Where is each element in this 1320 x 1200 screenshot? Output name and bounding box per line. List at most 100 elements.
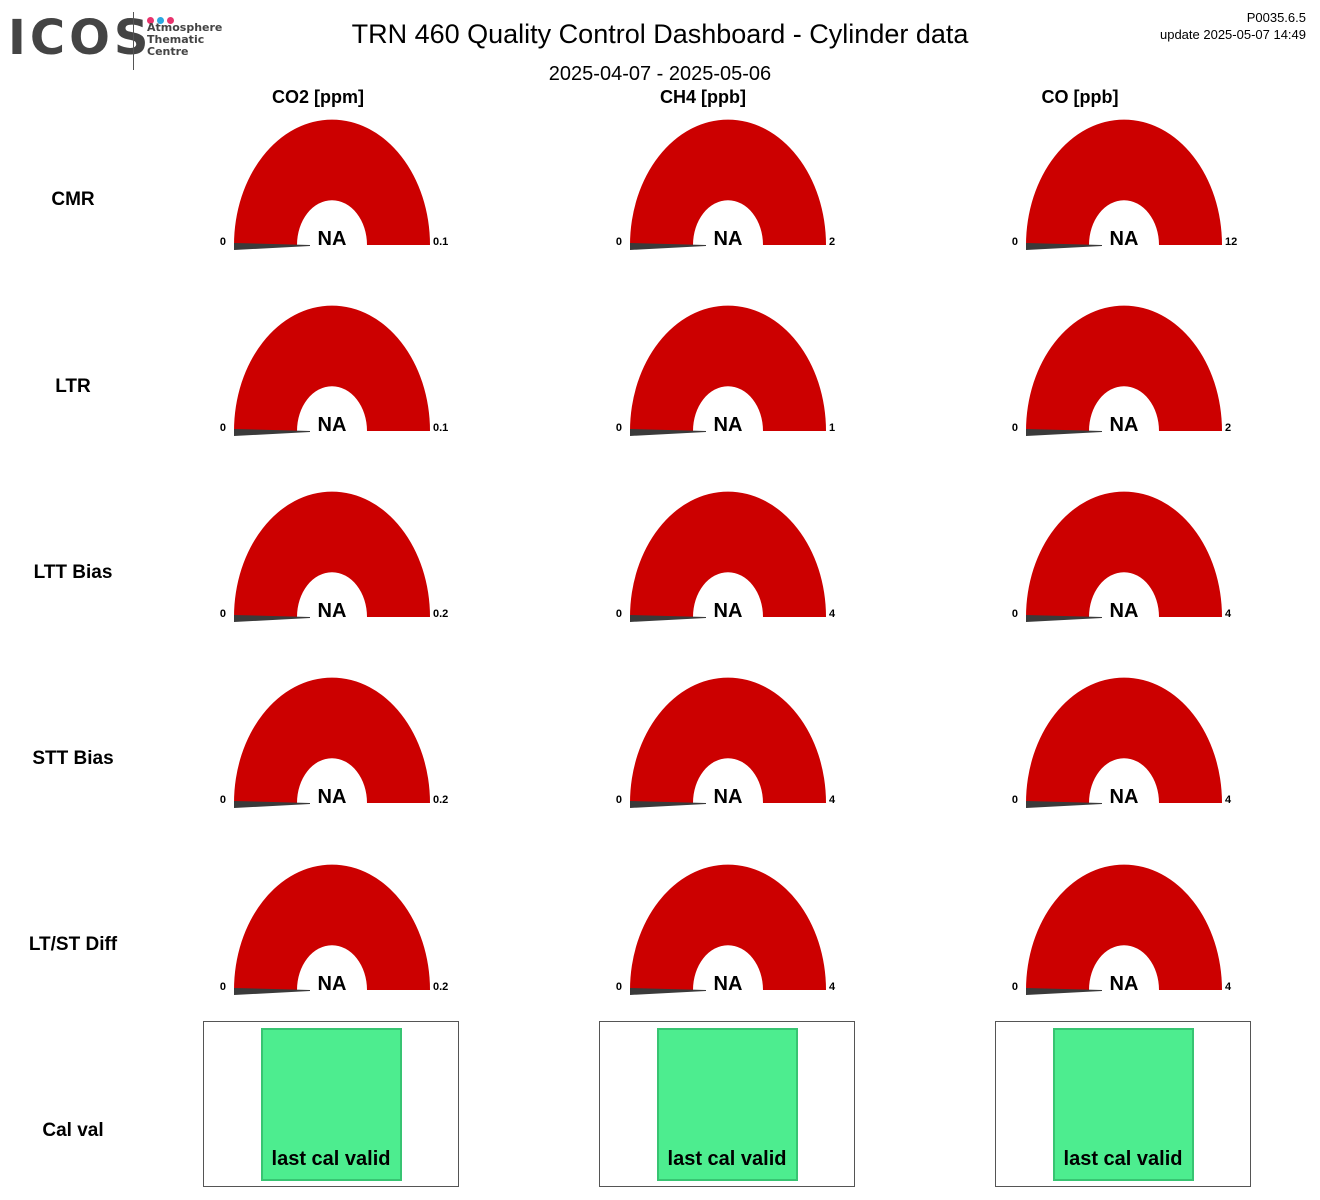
- gauge-max-label: 4: [829, 608, 836, 620]
- gauge-band: [234, 491, 430, 617]
- gauge-max-label: 1: [829, 422, 835, 434]
- gauge-min-label: 0: [220, 981, 226, 993]
- cal-status-box: [657, 1028, 798, 1181]
- gauge-min-label: 0: [1012, 794, 1018, 806]
- gauge-band: [234, 677, 430, 803]
- gauge-band: [234, 305, 430, 431]
- gauge-min-label: 0: [616, 981, 622, 993]
- gauge-min-label: 0: [1012, 608, 1018, 620]
- logo-dot-1: [147, 17, 154, 24]
- gauge-min-label: 0: [1012, 422, 1018, 434]
- gauge-band: [630, 119, 826, 245]
- gauge-band: [630, 305, 826, 431]
- gauge-value-label: NA: [1110, 973, 1139, 995]
- gauge-needle: [1026, 801, 1102, 808]
- logo-sub-line: Centre: [147, 45, 189, 58]
- logo-dot-3: [167, 17, 174, 24]
- logo-dots: [147, 11, 177, 24]
- gauge-1-0: 0 0.1 NA: [212, 303, 452, 443]
- gauge-0-0: 0 0.1 NA: [212, 117, 452, 257]
- logo-sub-line: Atmosphere: [147, 21, 223, 34]
- gauge-min-label: 0: [616, 422, 622, 434]
- logo-wordmark: ICOS: [8, 10, 153, 66]
- gauge-band: [1026, 864, 1222, 990]
- column-header-co2: CO2 [ppm]: [272, 87, 364, 107]
- logo-subtitle: Atmosphere Thematic Centre: [147, 22, 222, 58]
- cal-panel-co2: last cal valid: [203, 1021, 459, 1187]
- gauge-needle: [234, 429, 310, 436]
- gauge-max-label: 0.2: [433, 794, 448, 806]
- gauge-max-label: 0.1: [433, 422, 448, 434]
- gauge-max-label: 4: [1225, 981, 1232, 993]
- gauge-min-label: 0: [220, 794, 226, 806]
- gauge-needle: [630, 429, 706, 436]
- cal-panel-co: last cal valid: [995, 1021, 1251, 1187]
- row-label-cmr: CMR: [51, 189, 95, 210]
- gauge-min-label: 0: [616, 608, 622, 620]
- gauge-band: [1026, 119, 1222, 245]
- gauge-value-label: NA: [714, 414, 743, 436]
- gauge-band: [234, 119, 430, 245]
- cal-panel-ch4: last cal valid: [599, 1021, 855, 1187]
- gauge-max-label: 2: [1225, 422, 1231, 434]
- gauge-0-2: 0 12 NA: [1004, 117, 1244, 257]
- gauge-value-label: NA: [318, 414, 347, 436]
- gauge-needle: [234, 243, 310, 250]
- gauge-band: [1026, 305, 1222, 431]
- gauge-needle: [1026, 988, 1102, 995]
- gauge-max-label: 12: [1225, 236, 1237, 248]
- gauge-needle: [234, 801, 310, 808]
- row-label-stt-bias: STT Bias: [32, 748, 114, 769]
- gauge-3-1: 0 4 NA: [608, 675, 848, 815]
- gauge-min-label: 0: [616, 236, 622, 248]
- gauge-value-label: NA: [318, 973, 347, 995]
- gauge-max-label: 4: [829, 794, 836, 806]
- gauge-band: [630, 491, 826, 617]
- gauge-needle: [234, 988, 310, 995]
- gauge-value-label: NA: [318, 786, 347, 808]
- gauge-0-1: 0 2 NA: [608, 117, 848, 257]
- logo-dot-2: [157, 17, 164, 24]
- gauge-max-label: 2: [829, 236, 835, 248]
- gauge-needle: [1026, 429, 1102, 436]
- date-range: 2025-04-07 - 2025-05-06: [548, 63, 772, 85]
- page-title: TRN 460 Quality Control Dashboard - Cyli…: [351, 19, 969, 49]
- gauge-value-label: NA: [318, 228, 347, 250]
- gauge-needle: [1026, 243, 1102, 250]
- gauge-needle: [630, 801, 706, 808]
- gauge-band: [234, 864, 430, 990]
- logo-sub-line: Thematic: [147, 33, 205, 46]
- update-timestamp: update 2025-05-07 14:49: [1159, 27, 1306, 42]
- gauge-needle: [234, 615, 310, 622]
- row-label-lt-st-diff: LT/ST Diff: [28, 934, 118, 955]
- gauge-max-label: 0.2: [433, 981, 448, 993]
- gauge-2-0: 0 0.2 NA: [212, 489, 452, 629]
- gauge-min-label: 0: [220, 608, 226, 620]
- version-label: P0035.6.5: [1246, 10, 1306, 25]
- column-header-co: CO [ppb]: [1041, 87, 1119, 107]
- cal-status-label: last cal valid: [1063, 1148, 1183, 1170]
- gauge-max-label: 0.1: [433, 236, 448, 248]
- gauge-value-label: NA: [1110, 228, 1139, 250]
- gauge-band: [630, 677, 826, 803]
- gauge-min-label: 0: [1012, 236, 1018, 248]
- gauge-min-label: 0: [616, 794, 622, 806]
- gauge-value-label: NA: [1110, 414, 1139, 436]
- cal-status-box: [1053, 1028, 1194, 1181]
- gauge-needle: [630, 243, 706, 250]
- logo-divider: [133, 12, 134, 70]
- column-header-ch4: CH4 [ppb]: [660, 87, 746, 107]
- gauge-needle: [1026, 615, 1102, 622]
- gauge-4-0: 0 0.2 NA: [212, 862, 452, 1002]
- gauge-3-0: 0 0.2 NA: [212, 675, 452, 815]
- gauge-band: [630, 864, 826, 990]
- gauge-max-label: 0.2: [433, 608, 448, 620]
- cal-status-label: last cal valid: [271, 1148, 391, 1170]
- row-label-cal-val: Cal val: [42, 1120, 104, 1141]
- gauge-4-2: 0 4 NA: [1004, 862, 1244, 1002]
- gauge-value-label: NA: [1110, 600, 1139, 622]
- gauge-2-1: 0 4 NA: [608, 489, 848, 629]
- cal-status-label: last cal valid: [667, 1148, 787, 1170]
- gauge-value-label: NA: [318, 600, 347, 622]
- gauge-max-label: 4: [1225, 794, 1232, 806]
